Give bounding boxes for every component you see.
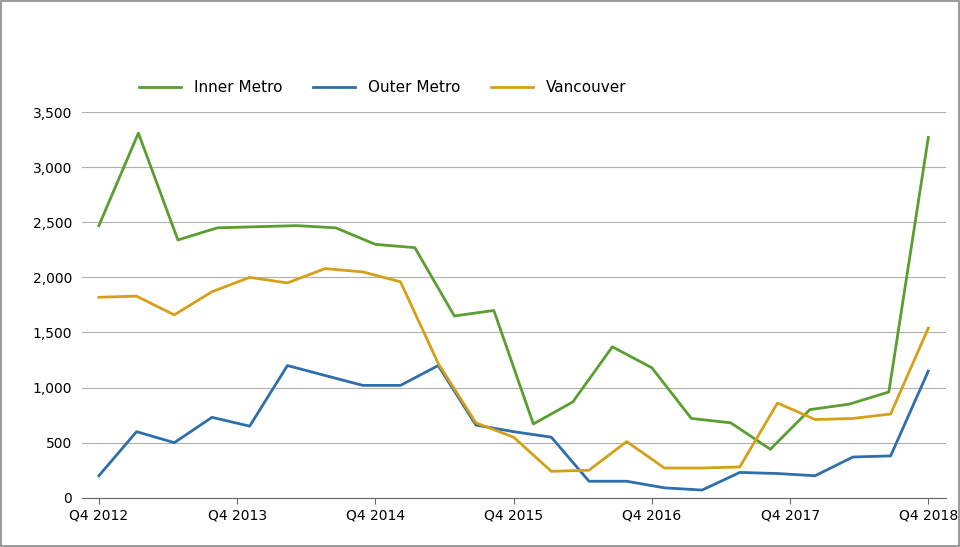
Text: Concrete Condominium Released & Unsold Inventory Levels: Concrete Condominium Released & Unsold I… — [110, 22, 716, 40]
Legend: Inner Metro, Outer Metro, Vancouver: Inner Metro, Outer Metro, Vancouver — [132, 74, 633, 101]
Text: 6.3: 6.3 — [24, 21, 60, 42]
